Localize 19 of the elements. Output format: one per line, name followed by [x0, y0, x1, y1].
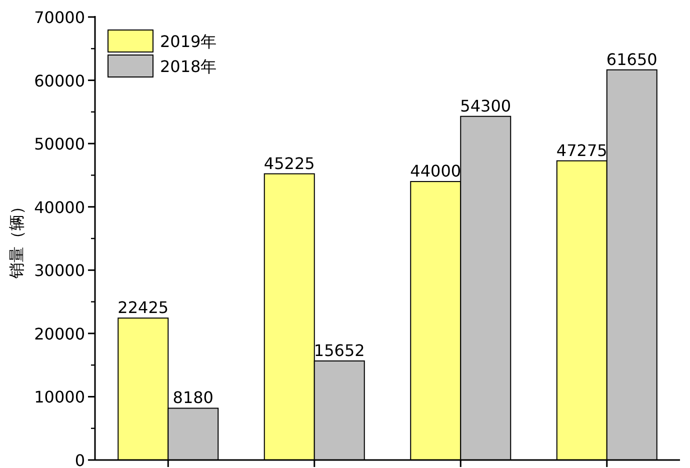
y-tick-label: 40000	[34, 198, 85, 217]
data-label: 22425	[118, 298, 169, 318]
y-tick-label: 10000	[34, 388, 85, 407]
data-label: 61650	[606, 50, 658, 69]
y-axis-title: 销量（辆）	[7, 198, 26, 280]
y-tick-label: 20000	[34, 324, 85, 344]
data-label: 15652	[314, 340, 365, 360]
data-label: 54300	[460, 96, 512, 116]
y-tick-label: 30000	[34, 261, 85, 280]
y-tick-label: 0	[74, 451, 85, 468]
y-tick-label: 50000	[34, 134, 85, 154]
data-label: 45225	[264, 154, 315, 173]
y-tick-label: 60000	[34, 71, 85, 90]
data-label: 47275	[556, 140, 608, 160]
legend-label: 2018年	[160, 57, 217, 76]
legend-label: 2019年	[160, 32, 217, 51]
y-tick-label: 70000	[34, 8, 85, 27]
data-label: 8180	[172, 388, 214, 408]
data-label: 44000	[410, 162, 462, 181]
